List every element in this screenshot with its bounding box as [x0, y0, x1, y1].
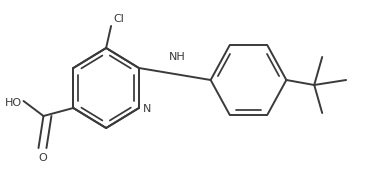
Text: N: N [143, 104, 151, 114]
Text: NH: NH [168, 52, 185, 62]
Text: O: O [38, 153, 47, 163]
Text: HO: HO [4, 98, 22, 108]
Text: Cl: Cl [113, 14, 124, 24]
